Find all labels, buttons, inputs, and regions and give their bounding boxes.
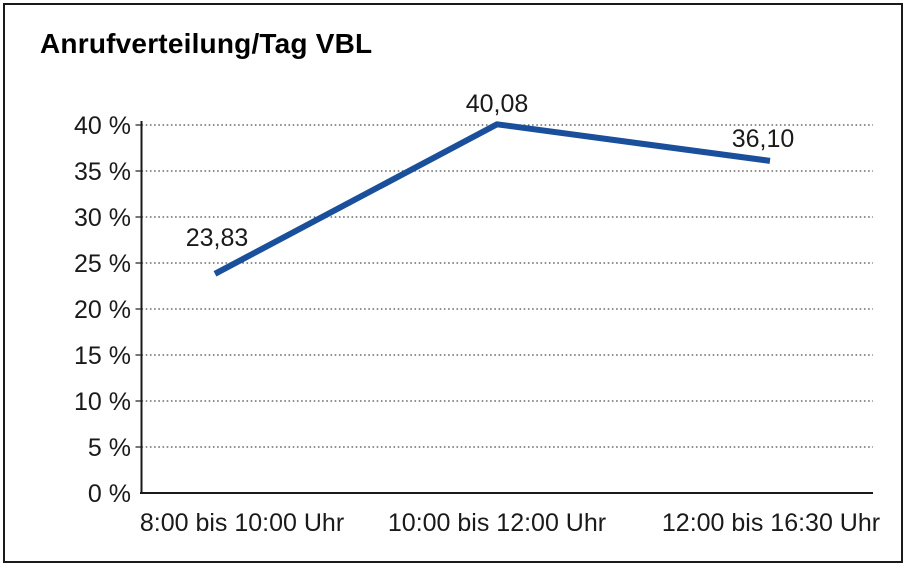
data-label: 40,08 (466, 90, 529, 118)
x-category-label: 8:00 bis 10:00 Uhr (140, 509, 344, 537)
chart-title: Anrufverteilung/Tag VBL (40, 28, 373, 59)
y-tick-label: 0 % (88, 480, 131, 508)
y-tick-label: 15 % (74, 342, 131, 370)
gridlines (135, 124, 873, 448)
y-tick-label: 25 % (74, 250, 131, 278)
y-tick-label: 10 % (74, 388, 131, 416)
y-tick-label: 20 % (74, 296, 131, 324)
x-category-label: 12:00 bis 16:30 Uhr (662, 509, 880, 537)
y-tick-label: 35 % (74, 158, 131, 186)
data-labels: 23,83 40,08 36,10 (186, 90, 795, 252)
y-tick-label: 40 % (74, 112, 131, 140)
data-label: 23,83 (186, 224, 249, 252)
x-category-label: 10:00 bis 12:00 Uhr (388, 509, 606, 537)
y-tick-label: 5 % (88, 434, 131, 462)
y-axis-labels: 40 % 35 % 30 % 25 % 20 % 15 % 10 % 5 % 0… (74, 112, 131, 508)
series-line (213, 121, 771, 277)
y-tick-label: 30 % (74, 204, 131, 232)
data-label: 36,10 (732, 125, 795, 153)
x-axis-labels: 8:00 bis 10:00 Uhr 10:00 bis 12:00 Uhr 1… (140, 509, 880, 537)
chart-frame (3, 3, 903, 563)
